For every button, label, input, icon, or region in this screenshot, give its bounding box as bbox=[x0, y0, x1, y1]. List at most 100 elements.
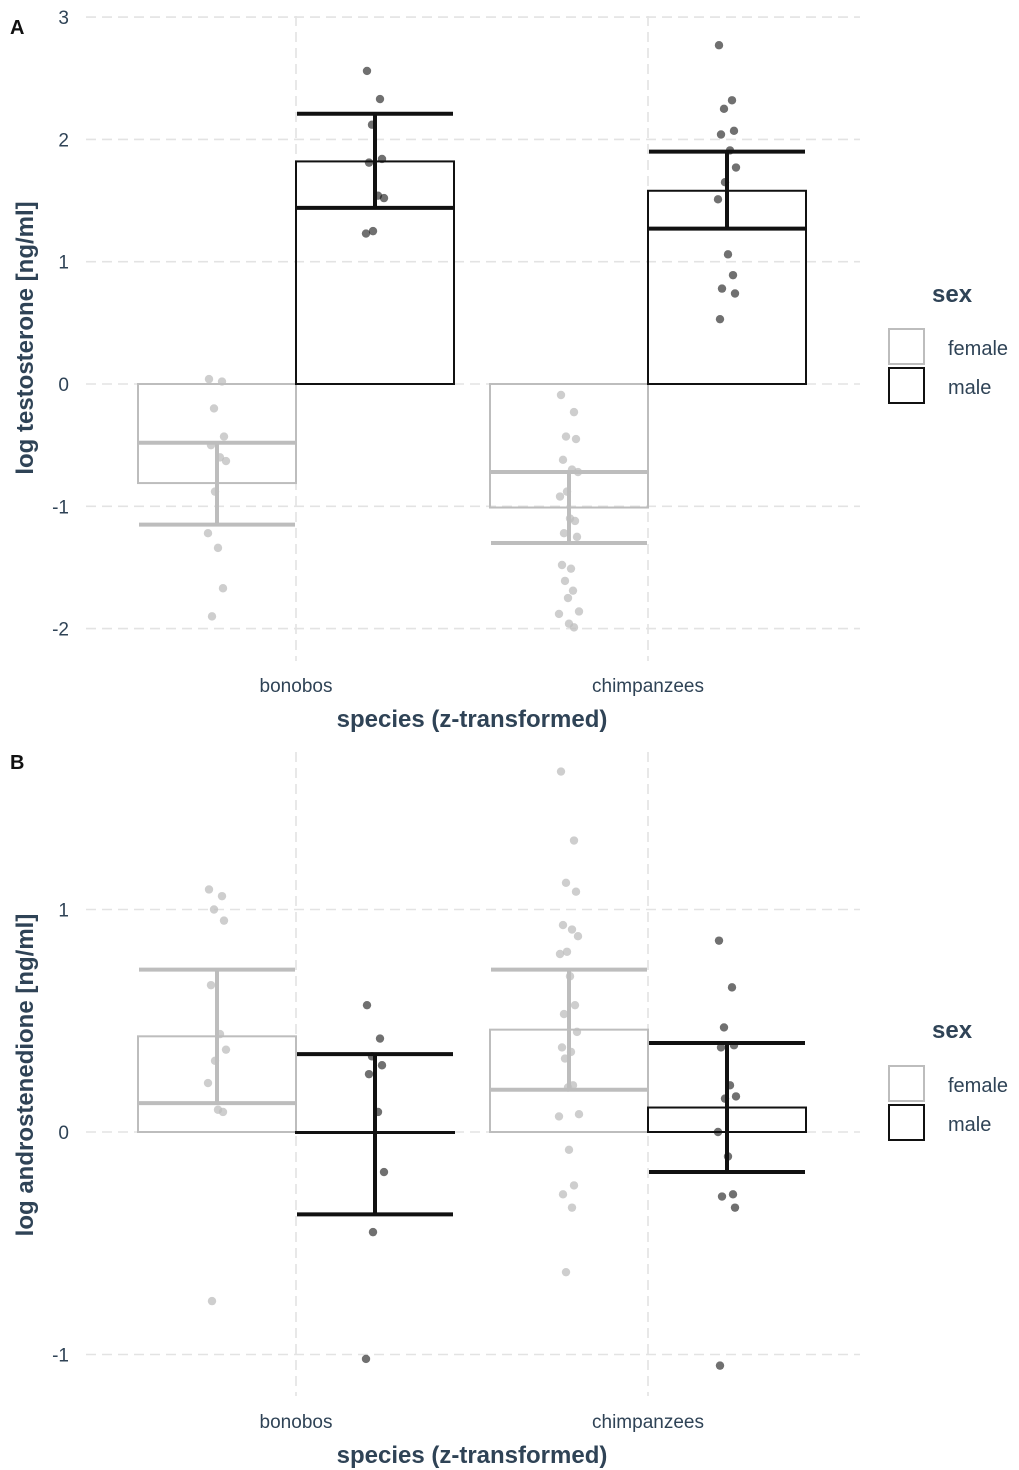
data-point-male bbox=[729, 126, 739, 136]
data-point-female bbox=[557, 1043, 567, 1052]
y-tick-labels: -1 0 1 bbox=[52, 901, 69, 1367]
data-point-male bbox=[715, 314, 725, 324]
data-point-female bbox=[219, 432, 229, 441]
data-point-female bbox=[206, 980, 216, 990]
data-point-female bbox=[569, 407, 579, 417]
y-axis-title: log androstenedione [ng/ml] bbox=[12, 914, 39, 1237]
legend-label-female: female bbox=[948, 1075, 1008, 1097]
data-point-female bbox=[571, 887, 581, 896]
data-point-female bbox=[558, 1190, 568, 1199]
data-point-female bbox=[572, 532, 582, 542]
y-tick-label: 0 bbox=[58, 1123, 69, 1144]
data-point-male bbox=[361, 1354, 371, 1364]
data-point-male bbox=[362, 66, 372, 76]
data-point-female bbox=[559, 1009, 569, 1019]
data-point-male bbox=[375, 94, 385, 104]
data-point-male bbox=[713, 195, 723, 204]
data-point-female bbox=[207, 612, 217, 621]
data-point-male bbox=[723, 250, 733, 259]
data-point-male bbox=[361, 229, 371, 238]
data-point-female bbox=[561, 1267, 571, 1277]
data-point-male bbox=[379, 1167, 389, 1177]
data-point-male bbox=[379, 193, 389, 203]
data-point-female bbox=[567, 925, 577, 934]
data-point-female bbox=[570, 1000, 580, 1010]
data-point-male bbox=[727, 96, 737, 105]
data-point-male bbox=[731, 163, 741, 172]
data-point-female bbox=[557, 560, 567, 570]
data-point-female bbox=[554, 1112, 564, 1121]
y-tick-labels: -2 -1 0 1 2 3 bbox=[52, 8, 69, 641]
data-point-female bbox=[203, 1078, 213, 1088]
y-tick-label: 1 bbox=[58, 253, 69, 274]
panel-b: B -1 0 1 bonobos chimpanzees species (z-tr… bbox=[10, 752, 1008, 1469]
legend-title: sex bbox=[932, 1017, 973, 1044]
panel-letter: B bbox=[10, 752, 24, 774]
data-point-male bbox=[731, 1092, 741, 1101]
data-point-male bbox=[368, 1227, 378, 1237]
error-bars bbox=[139, 967, 805, 1217]
data-point-male bbox=[728, 270, 738, 280]
data-point-male bbox=[719, 104, 729, 114]
data-point-female bbox=[560, 576, 570, 586]
data-point-male bbox=[719, 1023, 729, 1032]
x-tick-label-chimpanzees: chimpanzees bbox=[592, 1412, 704, 1433]
data-point-female bbox=[204, 374, 214, 384]
data-point-female bbox=[556, 767, 566, 776]
data-point-male bbox=[362, 1000, 372, 1010]
x-axis-title: species (z-transformed) bbox=[337, 1442, 608, 1469]
data-point-female bbox=[568, 586, 578, 595]
data-point-female bbox=[559, 529, 569, 538]
legend-swatch-male bbox=[888, 367, 925, 404]
data-point-female bbox=[207, 1296, 217, 1306]
legend: sex female male bbox=[888, 281, 1008, 404]
data-point-female bbox=[218, 1107, 228, 1117]
data-point-male bbox=[717, 284, 727, 293]
x-tick-label-bonobos: bonobos bbox=[260, 1412, 333, 1433]
y-axis-title: log testosterone [ng/ml] bbox=[12, 201, 39, 474]
data-point-male bbox=[713, 1127, 723, 1137]
error-bars bbox=[139, 111, 805, 545]
data-point-male bbox=[364, 1069, 374, 1079]
y-tick-label: 2 bbox=[58, 130, 69, 151]
data-point-male bbox=[377, 1061, 387, 1070]
data-point-female bbox=[561, 878, 571, 887]
data-point-male bbox=[377, 154, 387, 164]
data-point-female bbox=[217, 377, 227, 386]
data-point-female bbox=[572, 1027, 582, 1037]
y-tick-label: 3 bbox=[58, 8, 69, 29]
y-tick-label: -1 bbox=[52, 1346, 69, 1367]
data-point-female bbox=[574, 1110, 584, 1119]
data-point-female bbox=[213, 543, 223, 553]
data-point-male bbox=[368, 226, 378, 236]
y-tick-label: -2 bbox=[52, 620, 69, 641]
legend-title: sex bbox=[932, 281, 973, 308]
data-point-female bbox=[571, 434, 581, 444]
data-point-female bbox=[569, 836, 579, 845]
legend: sex female male bbox=[888, 1017, 1008, 1141]
panel-letter: A bbox=[10, 17, 24, 39]
data-point-female bbox=[221, 1045, 231, 1054]
data-point-female bbox=[569, 623, 579, 632]
data-points bbox=[203, 41, 741, 632]
data-point-female bbox=[209, 404, 219, 413]
data-point-female bbox=[574, 607, 584, 616]
data-point-female bbox=[562, 947, 572, 956]
data-point-male bbox=[730, 289, 740, 298]
data-point-female bbox=[554, 609, 564, 619]
bars bbox=[137, 160, 807, 509]
data-point-male bbox=[716, 130, 726, 139]
data-point-male bbox=[364, 158, 374, 167]
x-axis-title: species (z-transformed) bbox=[337, 706, 608, 733]
data-point-male bbox=[730, 1203, 740, 1212]
data-point-male bbox=[715, 1361, 725, 1370]
data-point-female bbox=[203, 529, 213, 538]
y-tick-label: -1 bbox=[52, 497, 69, 518]
data-point-female bbox=[218, 584, 228, 593]
data-point-female bbox=[558, 920, 568, 930]
data-point-female bbox=[209, 905, 219, 914]
data-point-female bbox=[570, 516, 580, 526]
legend-label-male: male bbox=[948, 1114, 991, 1136]
panel-a: A -2 -1 0 1 2 3 bonobos chimpanzees species (… bbox=[10, 8, 1008, 733]
